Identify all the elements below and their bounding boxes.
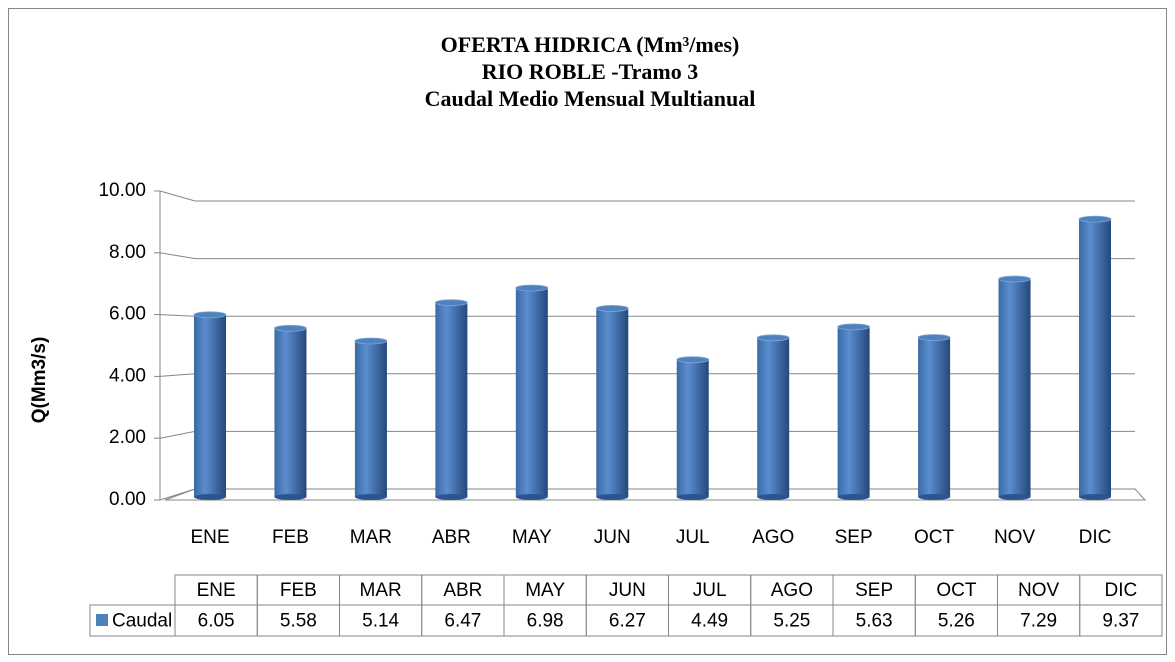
table-cell xyxy=(1079,604,1163,637)
x-tick-label: MAR xyxy=(350,527,392,548)
table-value: 9.37 xyxy=(1102,611,1139,632)
bar xyxy=(757,337,790,497)
bar xyxy=(194,314,226,497)
bar-base xyxy=(998,494,1031,500)
bar-base xyxy=(354,494,387,500)
chart-title: Caudal Medio Mensual Multianual xyxy=(425,86,756,111)
table-header: AGO xyxy=(771,580,813,601)
table-value: 6.47 xyxy=(444,611,481,632)
table-header: MAY xyxy=(525,580,565,601)
bar-cap xyxy=(274,324,307,332)
x-tick-label: OCT xyxy=(914,527,955,548)
table-value: 4.49 xyxy=(691,611,728,632)
table-header: OCT xyxy=(936,580,977,601)
bar-base xyxy=(515,494,548,500)
x-tick-label: ABR xyxy=(432,527,471,548)
bar-base xyxy=(596,494,629,500)
bar-cap xyxy=(756,334,790,342)
bar-base xyxy=(757,494,790,500)
grid-line xyxy=(159,373,196,377)
bar-base xyxy=(837,494,870,500)
bar xyxy=(435,302,468,497)
y-axis-label: Q(Mm3/s) xyxy=(29,337,50,424)
bar xyxy=(998,279,1031,497)
table-header: JUN xyxy=(609,580,646,601)
y-tick-label: 8.00 xyxy=(109,242,146,263)
table-value: 6.98 xyxy=(527,611,564,632)
x-tick-label: MAY xyxy=(512,527,552,548)
bar-base xyxy=(1079,494,1111,500)
x-tick-label: AGO xyxy=(752,527,794,548)
table-value: 6.05 xyxy=(198,611,235,632)
x-tick-label: FEB xyxy=(272,527,309,548)
bar-base xyxy=(918,494,951,500)
table-header: SEP xyxy=(855,580,893,601)
grid-line xyxy=(159,314,196,317)
table-value: 5.25 xyxy=(773,611,810,632)
table-value: 7.29 xyxy=(1020,611,1057,632)
y-tick-label: 10.00 xyxy=(98,180,146,201)
table-header: JUL xyxy=(693,580,727,601)
table-value: 5.63 xyxy=(856,611,893,632)
grid-line xyxy=(159,430,196,439)
table-value: 5.26 xyxy=(938,611,975,632)
bar xyxy=(515,287,548,497)
table-header: NOV xyxy=(1018,580,1060,601)
table-header: ABR xyxy=(443,580,482,601)
x-tick-label: ENE xyxy=(190,527,229,548)
table-header: MAR xyxy=(360,580,402,601)
bar-cap xyxy=(354,337,388,345)
grid-line xyxy=(159,488,196,501)
bar xyxy=(274,328,307,497)
table-value: 5.14 xyxy=(362,611,399,632)
bar xyxy=(354,340,387,497)
bar-cap xyxy=(193,311,227,319)
bar xyxy=(837,326,870,497)
bar xyxy=(1079,219,1111,498)
y-tick-label: 0.00 xyxy=(109,489,146,510)
legend-label: Caudal xyxy=(112,611,172,632)
bar-cap xyxy=(676,356,710,364)
bar-cap xyxy=(434,299,468,307)
grid-line xyxy=(159,190,196,202)
bar-cap xyxy=(917,334,951,341)
table-header: ENE xyxy=(197,580,236,601)
x-tick-label: SEP xyxy=(835,527,873,548)
table-header: FEB xyxy=(280,580,317,601)
bar-base xyxy=(274,494,307,500)
y-tick-label: 4.00 xyxy=(109,365,146,386)
bar xyxy=(918,337,951,497)
bar-cap xyxy=(998,275,1031,283)
chart-title: RIO ROBLE -Tramo 3 xyxy=(482,59,699,84)
bar-base xyxy=(194,494,226,500)
y-tick-label: 2.00 xyxy=(109,427,146,448)
bar-base xyxy=(676,494,709,500)
bar-cap xyxy=(595,305,629,312)
x-tick-label: JUL xyxy=(676,527,710,548)
bar-base xyxy=(435,494,468,500)
bar xyxy=(596,308,629,497)
bar-cap xyxy=(515,284,549,292)
table-value: 6.27 xyxy=(609,611,646,632)
table-header: DIC xyxy=(1105,580,1138,601)
bar-cap xyxy=(1078,215,1112,223)
chart-title: OFERTA HIDRICA (Mm³/mes) xyxy=(441,32,740,57)
bar-cap xyxy=(837,323,871,331)
x-tick-label: DIC xyxy=(1079,527,1112,548)
grid-line xyxy=(159,252,196,260)
table-value: 5.58 xyxy=(280,611,317,632)
floor xyxy=(164,488,1147,501)
x-tick-label: JUN xyxy=(594,527,631,548)
x-tick-label: NOV xyxy=(994,527,1036,548)
y-tick-label: 6.00 xyxy=(109,304,146,325)
bar xyxy=(676,359,709,497)
legend-swatch xyxy=(96,614,108,626)
